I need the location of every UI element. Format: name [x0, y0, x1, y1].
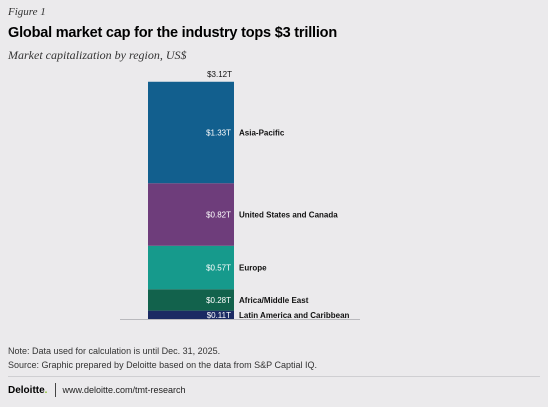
- stacked-bar-chart: $0.11T Latin America and Caribbean $0.28T A…: [120, 70, 360, 320]
- logo-text: Deloitte: [8, 384, 45, 396]
- total-label: $3.12T: [207, 70, 232, 79]
- category-label-africa-middle-east: Africa/Middle East: [239, 296, 309, 305]
- source-text: Source: Graphic prepared by Deloitte bas…: [8, 360, 318, 370]
- category-label-united-states-and-canada: United States and Canada: [239, 210, 338, 219]
- bar-segment-asia-pacific: [148, 81, 234, 184]
- footer: Deloitte. www.deloitte.com/tmt-research: [8, 382, 186, 398]
- category-label-latin-america-and-caribbean: Latin America and Caribbean: [239, 311, 350, 320]
- bar-segment-latin-america-and-caribbean: [148, 310, 234, 319]
- footer-url[interactable]: www.deloitte.com/tmt-research: [62, 385, 186, 395]
- bar-segment-europe: [148, 245, 234, 290]
- category-label-europe: Europe: [239, 264, 267, 273]
- value-label-europe: $0.57T: [206, 264, 231, 273]
- note-text: Note: Data used for calculation is until…: [8, 346, 221, 356]
- deloitte-logo: Deloitte.: [8, 385, 47, 396]
- bar-segment-united-states-and-canada: [148, 183, 234, 246]
- value-label-latin-america-and-caribbean: $0.11T: [207, 311, 231, 320]
- chart-title: Global market cap for the industry tops …: [8, 25, 337, 41]
- notes: Note: Data used for calculation is until…: [8, 344, 317, 372]
- category-label-asia-pacific: Asia-Pacific: [239, 128, 285, 137]
- figure-label: Figure 1: [8, 6, 46, 18]
- footer-divider: [8, 376, 540, 377]
- value-label-africa-middle-east: $0.28T: [206, 296, 231, 305]
- value-label-united-states-and-canada: $0.82T: [206, 210, 231, 219]
- chart-subtitle: Market capitalization by region, US$: [8, 48, 187, 62]
- bar-segment-africa-middle-east: [148, 289, 234, 311]
- value-label-asia-pacific: $1.33T: [206, 128, 231, 137]
- footer-separator: [55, 383, 57, 397]
- logo-dot: .: [44, 384, 48, 396]
